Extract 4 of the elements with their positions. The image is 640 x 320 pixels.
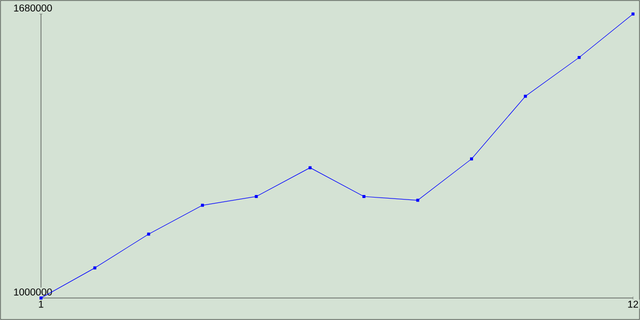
y-tick-label: 1680000	[14, 4, 52, 12]
x-tick-label: 1	[38, 300, 44, 308]
x-tick-label: 12	[628, 300, 638, 308]
y-tick-label: 1000000	[14, 288, 52, 296]
